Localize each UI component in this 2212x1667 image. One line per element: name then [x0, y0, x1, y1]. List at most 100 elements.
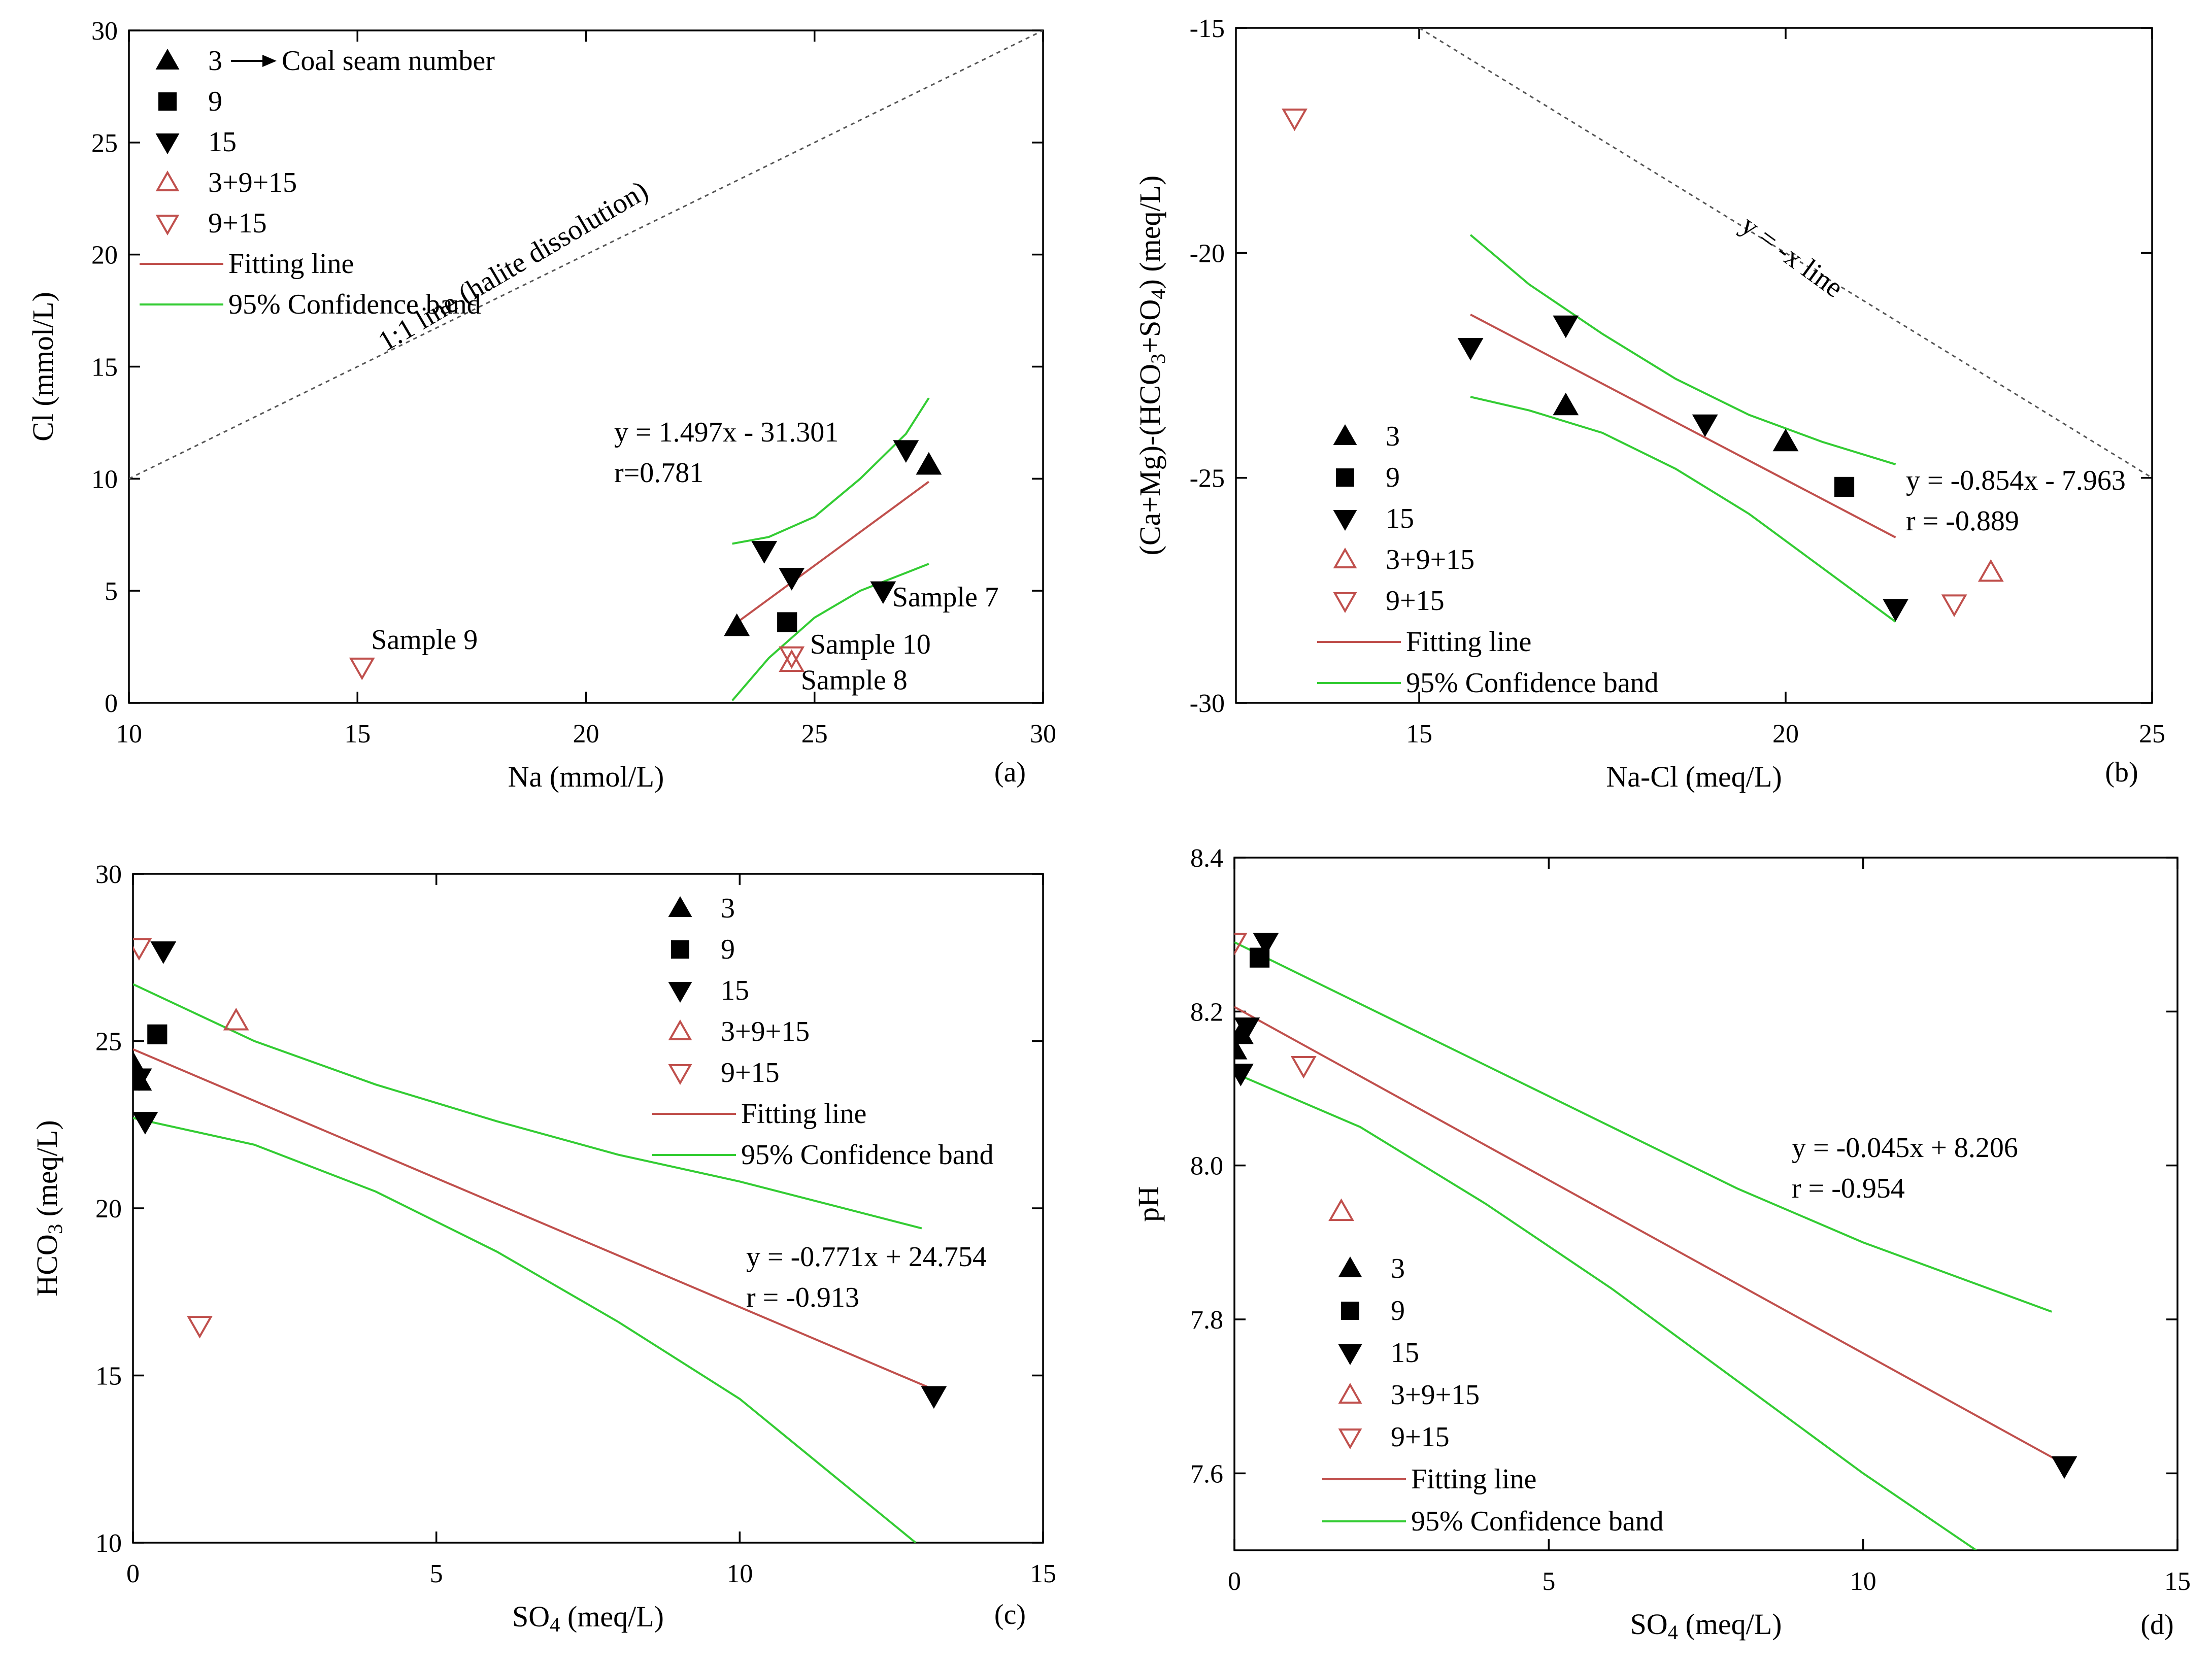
data-point-15 — [1883, 599, 1909, 622]
legend-marker — [1338, 1344, 1362, 1366]
legend: 3 9 15 3+9+15 9+15 Fitting line 95% Confidence… — [1322, 1253, 1664, 1537]
x-tick-label: 10 — [1850, 1567, 1876, 1596]
legend-label: Fitting line — [1411, 1464, 1536, 1495]
legend-label: 3 — [721, 893, 735, 924]
x-tick-label: 20 — [1772, 720, 1799, 749]
sample-annotation: Sample 8 — [801, 665, 908, 696]
y-tick-label: 7.8 — [1190, 1306, 1223, 1335]
x-tick-label: 10 — [116, 720, 142, 749]
legend-marker — [1341, 1302, 1359, 1320]
data-point-9 — [147, 1024, 167, 1044]
y-tick-label: 8.0 — [1190, 1152, 1223, 1181]
data-point-9-15 — [1282, 108, 1308, 131]
legend-marker — [668, 896, 692, 917]
reference-line-label: 1:1 line (halite dissolution) — [373, 175, 653, 358]
legend-marker — [155, 215, 180, 236]
sample-annotation: Sample 9 — [371, 624, 478, 656]
legend-marker — [1338, 1428, 1362, 1450]
data-point-9-15 — [187, 1316, 213, 1339]
confidence-band-upper — [133, 983, 922, 1230]
legend-label: 9+15 — [208, 208, 267, 239]
data-point-9-15 — [1234, 933, 1248, 956]
data-point-15 — [150, 941, 177, 964]
legend-label: 9+15 — [1391, 1421, 1450, 1453]
legend-label: 95% Confidence band — [1411, 1506, 1664, 1537]
plot-frame — [132, 873, 1044, 1544]
data-point-3 — [1772, 428, 1799, 452]
y-tick-label: 20 — [95, 1195, 122, 1223]
plot-area — [129, 30, 1043, 701]
y-tick-label: 20 — [91, 241, 118, 270]
x-tick-label: 25 — [2139, 720, 2165, 749]
legend-label: 9 — [208, 86, 222, 117]
fitting-line — [1470, 314, 1896, 538]
legend-label: 95% Confidence band — [1406, 667, 1659, 699]
legend-marker — [668, 1019, 692, 1040]
legend-label: 3+9+15 — [208, 167, 297, 198]
fit-r-value: r = -0.954 — [1792, 1173, 1905, 1204]
legend-marker — [671, 940, 689, 959]
panel-b: 15 20 25 -30 -25 -20 -15 Na-Cl (meq/L) (Ca+Mg)-(… — [1133, 14, 2165, 793]
data-point-15 — [133, 1112, 158, 1135]
data-point-15 — [1692, 414, 1718, 437]
legend-arrow-label: Coal seam number — [282, 45, 495, 77]
panel-label: (a) — [994, 757, 1026, 788]
panel-label: (d) — [2140, 1609, 2173, 1641]
data-point-3-9-15 — [1328, 1198, 1355, 1221]
legend-label: 3+9+15 — [1391, 1379, 1480, 1411]
panel-label: (b) — [2105, 757, 2138, 788]
x-axis-label: SO4 (meq/L) — [1630, 1608, 1782, 1644]
legend-label: 3 — [208, 45, 222, 77]
data-point-15 — [870, 581, 896, 604]
x-tick-label: 15 — [1030, 1559, 1056, 1588]
legend: 3 9 15 3+9+15 9+15 Fitting line 95% Confidence… — [652, 893, 994, 1171]
legend-label: Fitting line — [228, 248, 354, 280]
legend-label: 3+9+15 — [1386, 544, 1474, 575]
y-tick-label: 10 — [91, 465, 118, 494]
data-point-15 — [893, 440, 919, 463]
legend-label: 3 — [1391, 1253, 1405, 1284]
fit-equation: y = -0.045x + 8.206 — [1792, 1132, 2018, 1164]
legend-marker — [668, 982, 692, 1003]
legend-marker — [1333, 424, 1357, 445]
legend-marker — [155, 170, 180, 191]
legend-marker — [668, 1064, 692, 1085]
y-tick-label: 25 — [95, 1028, 122, 1057]
legend-label: 3+9+15 — [721, 1016, 810, 1047]
data-point-3-9-15 — [779, 649, 805, 672]
y-tick-label: 30 — [95, 860, 122, 889]
fit-equation: y = 1.497x - 31.301 — [614, 417, 839, 448]
x-tick-label: 15 — [344, 720, 371, 749]
legend-label: 9+15 — [721, 1057, 780, 1088]
plot-area — [1234, 933, 2077, 1550]
reference-line — [129, 30, 1043, 480]
plot-frame — [1235, 27, 2153, 704]
legend-marker — [155, 48, 180, 70]
data-point-15 — [921, 1386, 947, 1409]
confidence-band-lower — [1234, 1072, 1977, 1550]
x-tick-label: 0 — [126, 1559, 140, 1588]
legend-label: 9 — [1391, 1295, 1405, 1326]
x-tick-label: 20 — [573, 720, 599, 749]
legend-marker — [1333, 547, 1357, 568]
fitting-line — [133, 1048, 934, 1391]
data-point-3-9-15 — [1978, 559, 2004, 582]
y-axis-label: HCO3 (meq/L) — [30, 1120, 66, 1296]
data-point-15 — [1253, 933, 1279, 956]
legend-label: 9+15 — [1386, 585, 1445, 617]
data-point-9-15 — [133, 938, 152, 961]
fit-equation: y = -0.854x - 7.963 — [1906, 465, 2126, 496]
y-tick-label: 15 — [91, 353, 118, 382]
x-tick-label: 5 — [1542, 1567, 1555, 1596]
plot-area — [133, 938, 947, 1543]
legend-label: 95% Confidence band — [228, 289, 481, 320]
data-point-9-15 — [1941, 594, 1967, 617]
legend: 3 9 15 3+9+15 9+15 Fitting line 95% Confidence… — [1317, 421, 1659, 699]
sample-annotation: Sample 10 — [810, 629, 931, 660]
data-point-15 — [1234, 1017, 1260, 1040]
y-tick-label: 30 — [91, 17, 118, 46]
x-axis-label: Na (mmol/L) — [508, 760, 664, 793]
panel-c: 0 5 10 15 10 15 20 25 30 SO4 (meq/L) HCO3 (meq/L) (… — [30, 860, 1056, 1636]
legend-marker — [1333, 510, 1357, 531]
